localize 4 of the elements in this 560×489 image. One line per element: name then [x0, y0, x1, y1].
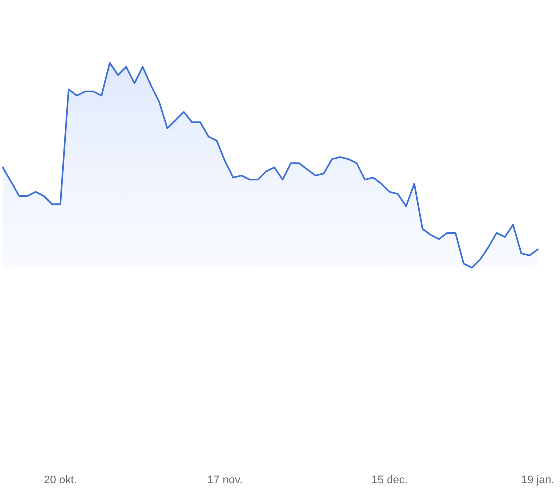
x-tick-label: 20 okt.: [44, 474, 78, 486]
x-tick-label: 19 jan.: [521, 474, 555, 486]
x-tick-label: 15 dec.: [372, 474, 408, 486]
x-tick-label: 17 nov.: [208, 474, 243, 486]
